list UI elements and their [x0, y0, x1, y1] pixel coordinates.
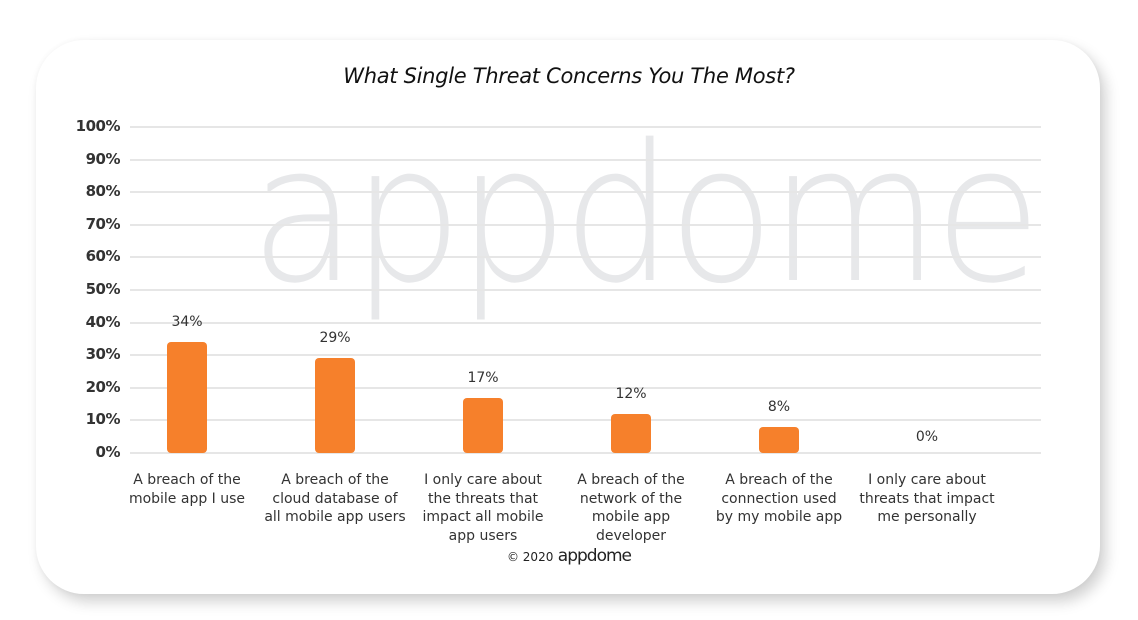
bar [611, 413, 651, 453]
y-tick-label: 80% [85, 182, 121, 201]
gridline [130, 452, 1041, 454]
y-tick-label: 50% [85, 280, 121, 298]
y-tick-label: 40% [85, 312, 121, 331]
gridline [130, 289, 1041, 291]
gridline [130, 191, 1041, 194]
gridline [130, 126, 1041, 128]
data-label: 29% [319, 330, 351, 347]
y-tick-label: 60% [85, 247, 121, 266]
gridline [130, 354, 1041, 357]
footer: © 2020 appdome [0, 546, 1138, 566]
y-tick-label: 70% [85, 214, 121, 233]
chart-card [36, 40, 1100, 594]
x-category-label: I only care about threats that impact me p… [859, 472, 995, 525]
x-category-label: A breach of the network of the mobile app d… [577, 472, 685, 544]
data-label: 8% [767, 398, 791, 415]
data-label: 12% [615, 385, 647, 402]
bar [463, 397, 503, 453]
data-label: 0% [915, 429, 939, 445]
y-tick-label: 30% [85, 345, 121, 364]
gridline [130, 386, 1041, 389]
bar [167, 342, 207, 453]
bar [315, 358, 355, 453]
y-tick-label: 10% [85, 410, 121, 429]
gridline [130, 223, 1041, 226]
plot-area [130, 126, 1041, 454]
y-tick-label: 90% [85, 149, 121, 168]
chart-title: What Single Threat Concerns You The Most… [343, 64, 795, 88]
copyright-text: © 2020 [506, 550, 554, 564]
gridline [130, 158, 1041, 161]
y-tick-label: 100% [75, 117, 121, 135]
y-tick-label: 20% [85, 377, 121, 396]
data-label: 17% [467, 369, 499, 386]
brand-logo: appdome [557, 546, 632, 566]
x-category-label: A breach of the connection used by my mobi… [715, 472, 843, 525]
gridline [130, 321, 1041, 324]
x-category-label: A breach of the cloud database of all mobi… [264, 472, 406, 525]
x-category-label: I only care about the threats that impact … [422, 472, 544, 544]
data-label: 34% [171, 314, 203, 331]
gridline [130, 419, 1041, 422]
x-category-label: A breach of the mobile app I use [128, 472, 246, 507]
gridline [130, 256, 1041, 259]
y-tick-label: 0% [95, 443, 121, 461]
bar [759, 426, 799, 453]
